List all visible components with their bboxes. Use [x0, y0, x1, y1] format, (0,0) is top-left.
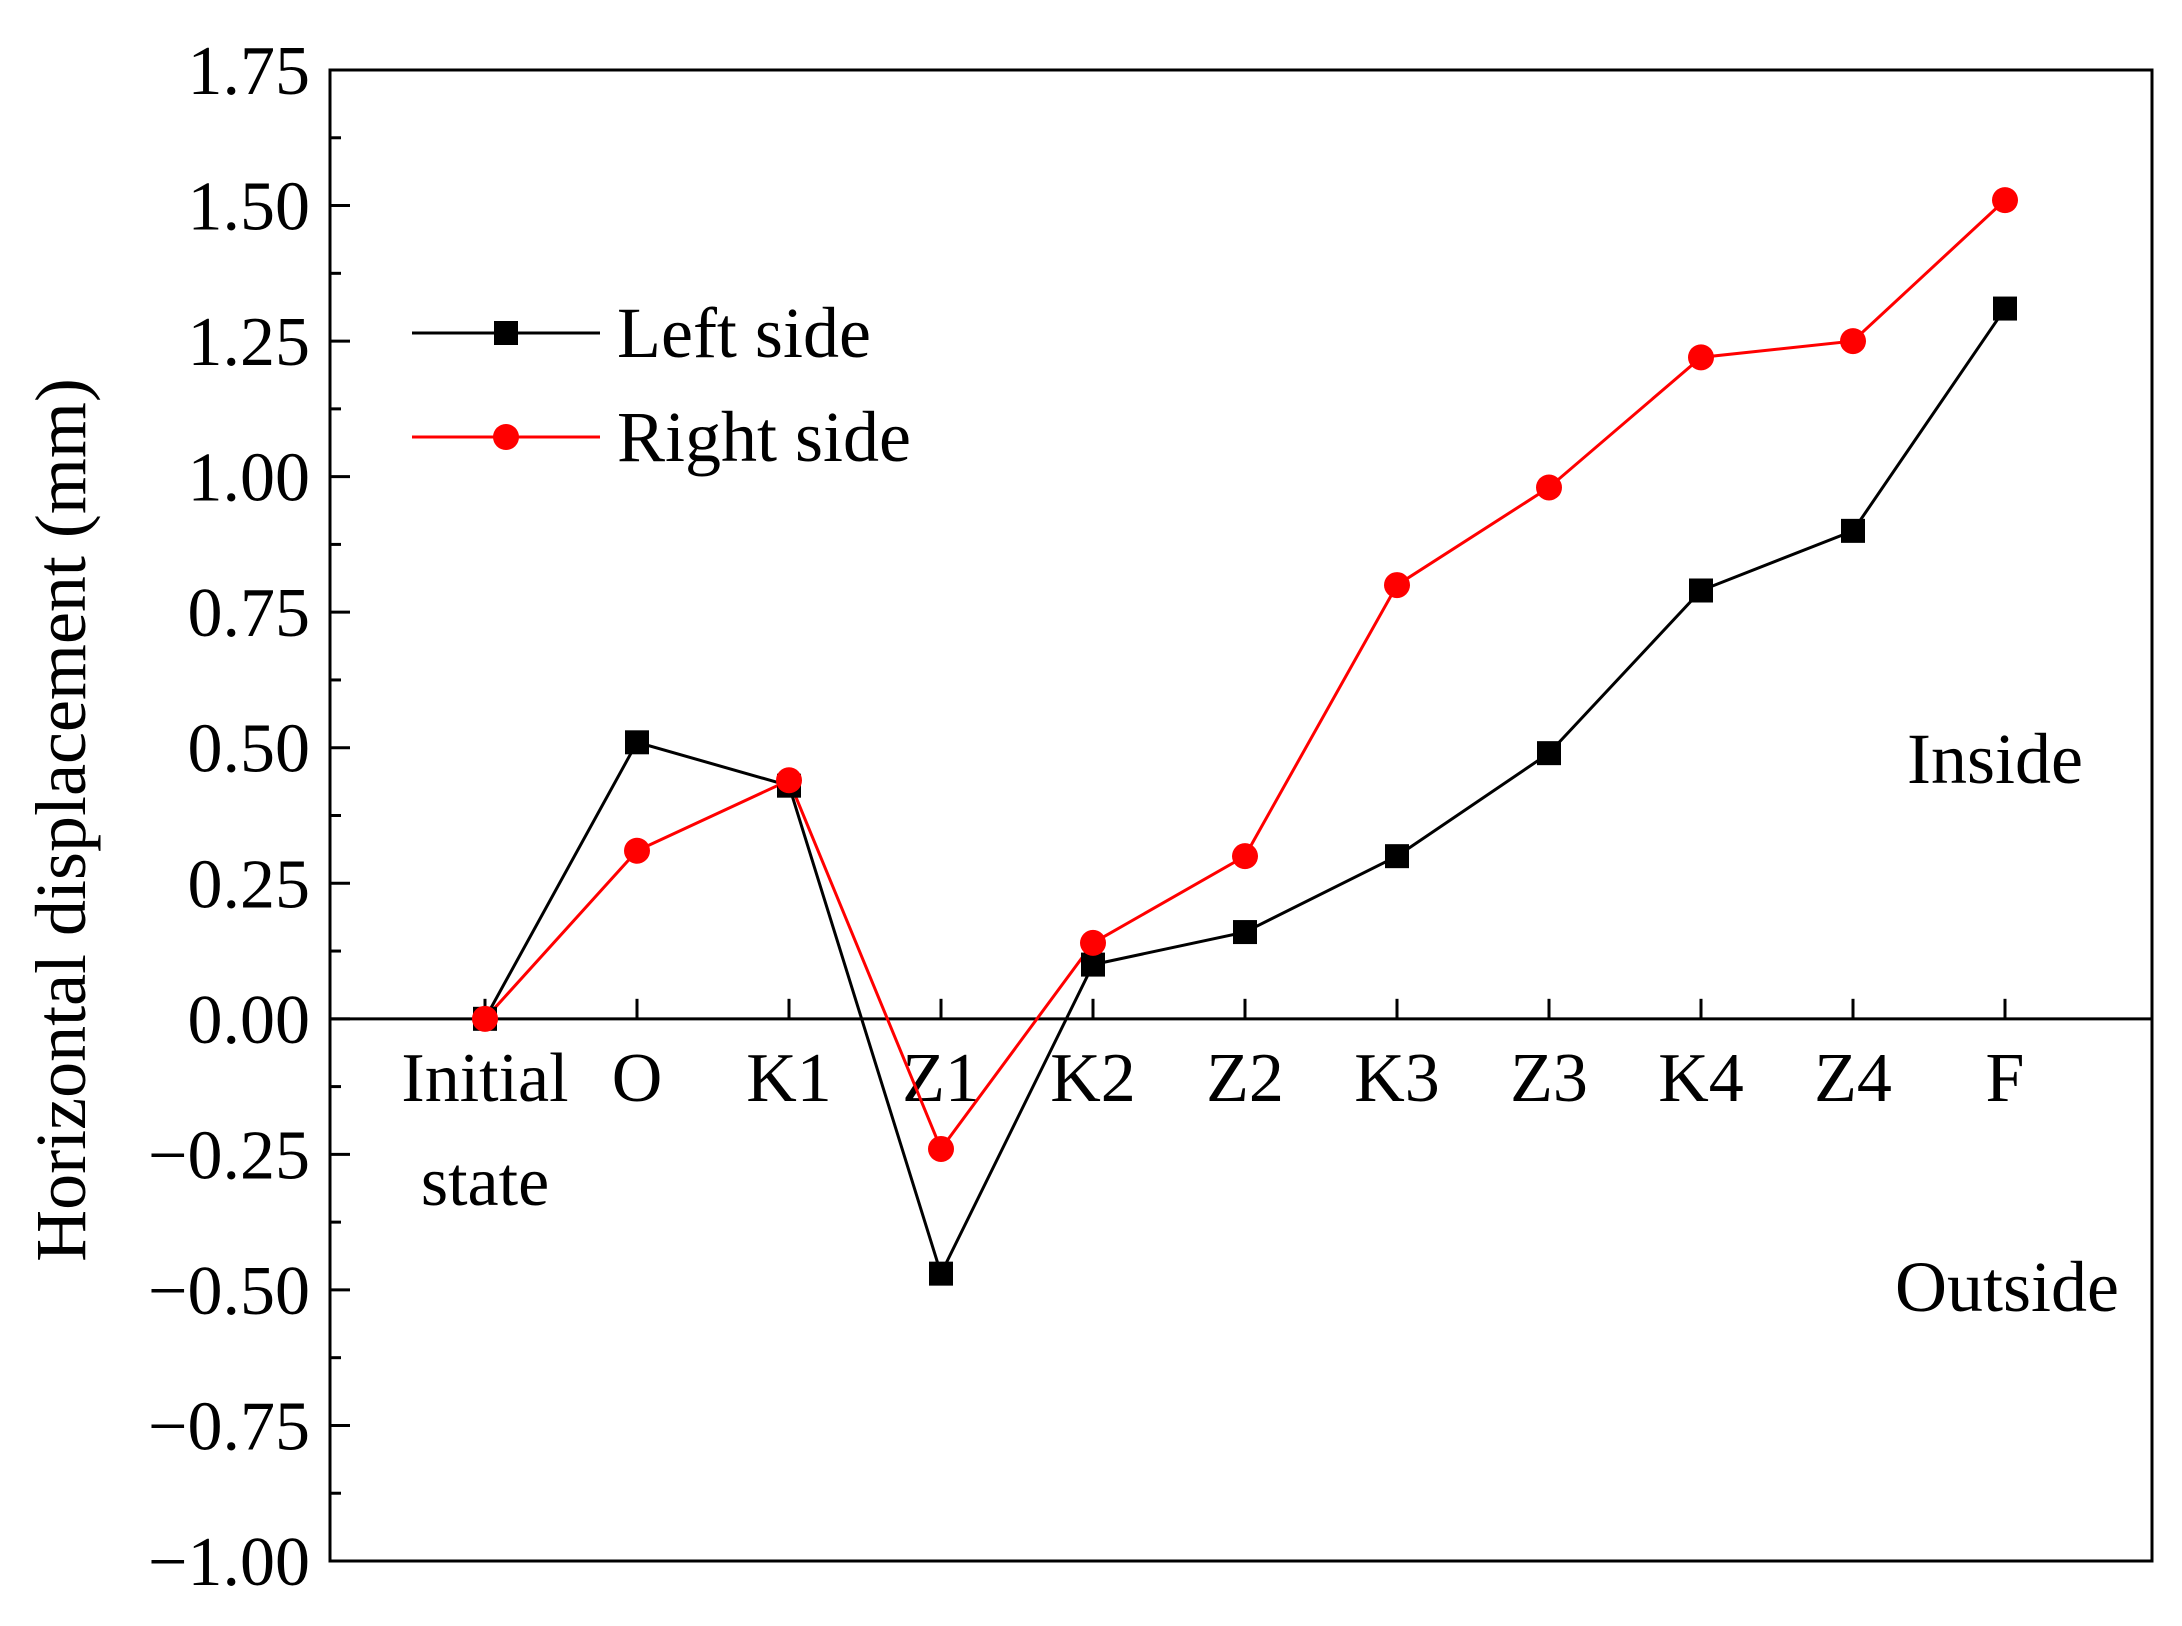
- y-tick-label: 1.25: [188, 304, 311, 381]
- legend-label: Left side: [617, 293, 871, 373]
- y-axis-title: Horizontal displacement (mm): [21, 378, 101, 1262]
- y-tick-label: 0.25: [188, 846, 311, 923]
- x-tick-label-line: Z3: [1510, 1040, 1588, 1117]
- x-tick-label-line: Z4: [1814, 1040, 1892, 1117]
- data-point: [1840, 328, 1866, 355]
- x-tick-label: K1: [746, 1040, 832, 1117]
- data-point: [1689, 578, 1713, 603]
- x-tick-label-line: K2: [1050, 1040, 1136, 1117]
- data-point: [624, 837, 650, 864]
- annotation-outside: Outside: [1895, 1247, 2119, 1327]
- y-tick-label: −1.00: [148, 1524, 310, 1601]
- y-tick-label: −0.50: [148, 1253, 310, 1330]
- x-tick-label-line: Initial: [401, 1040, 568, 1117]
- plot-frame: [328, 68, 2154, 1563]
- x-tick-label: K3: [1354, 1040, 1440, 1117]
- data-point: [1081, 952, 1105, 977]
- data-point: [1385, 844, 1409, 869]
- legend-marker: [493, 424, 519, 450]
- data-point: [1688, 344, 1714, 371]
- y-ticks: 1.75 1.50 1.25 1.00 0.75 0.50 0.25 0.00 −0.25 −0.…: [148, 33, 350, 1601]
- y-tick-label: 1.00: [188, 440, 311, 517]
- x-tick-label: Z2: [1206, 1040, 1284, 1117]
- data-point: [1080, 929, 1106, 956]
- x-tick-label-line: Z2: [1206, 1040, 1284, 1117]
- y-tick-label: 0.75: [188, 575, 311, 652]
- data-point: [1993, 296, 2017, 321]
- data-point: [776, 767, 802, 794]
- series-group: [472, 187, 2018, 1286]
- data-point: [1536, 474, 1562, 501]
- data-point: [472, 1005, 498, 1032]
- y-tick-label: 1.75: [188, 33, 311, 110]
- axes: [328, 68, 2154, 1563]
- data-point: [1537, 741, 1561, 766]
- y-tick-label: −0.25: [148, 1117, 310, 1194]
- data-point: [1841, 518, 1865, 543]
- x-tick-label-line: state: [421, 1144, 549, 1221]
- x-tick-label-line: F: [1986, 1040, 2025, 1117]
- data-point: [1384, 572, 1410, 599]
- x-tick-label-line: K4: [1658, 1040, 1744, 1117]
- x-tick-label: F: [1986, 1040, 2025, 1117]
- data-point: [929, 1261, 953, 1286]
- annotation-inside: Inside: [1907, 719, 2083, 799]
- x-tick-label: Z4: [1814, 1040, 1892, 1117]
- data-point: [928, 1135, 954, 1162]
- y-tick-label: 0.00: [188, 982, 311, 1059]
- x-tick-label-line: Z1: [902, 1040, 980, 1117]
- x-tick-label: Z3: [1510, 1040, 1588, 1117]
- data-point: [1233, 920, 1257, 945]
- x-tick-label: Z1: [902, 1040, 980, 1117]
- y-tick-label: −0.75: [148, 1388, 310, 1465]
- x-tick-label: K4: [1658, 1040, 1744, 1117]
- data-point: [1992, 187, 2018, 214]
- x-tick-label-line: K1: [746, 1040, 832, 1117]
- y-tick-label: 0.50: [188, 711, 311, 788]
- y-tick-label: 1.50: [188, 169, 311, 246]
- x-tick-label: Initial state: [401, 1040, 568, 1221]
- x-tick-label: O: [612, 1040, 663, 1117]
- legend-marker: [494, 321, 518, 345]
- x-tick-label-line: K3: [1354, 1040, 1440, 1117]
- data-point: [625, 730, 649, 755]
- x-ticks: Initial state O K1 Z1 K2 Z2 K3 Z3 K4 Z4 F: [401, 998, 2025, 1221]
- legend: Left side Right side: [412, 293, 911, 477]
- legend-label: Right side: [617, 397, 911, 477]
- x-tick-label: K2: [1050, 1040, 1136, 1117]
- x-tick-label-line: O: [612, 1040, 663, 1117]
- data-point: [1232, 843, 1258, 870]
